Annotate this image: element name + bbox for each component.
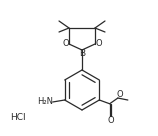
Text: H₂N: H₂N	[37, 98, 53, 106]
Text: O: O	[107, 116, 114, 125]
Text: B: B	[79, 50, 85, 58]
Text: HCl: HCl	[10, 114, 26, 123]
Text: O: O	[62, 39, 69, 49]
Text: O: O	[117, 90, 123, 99]
Text: O: O	[95, 39, 102, 49]
